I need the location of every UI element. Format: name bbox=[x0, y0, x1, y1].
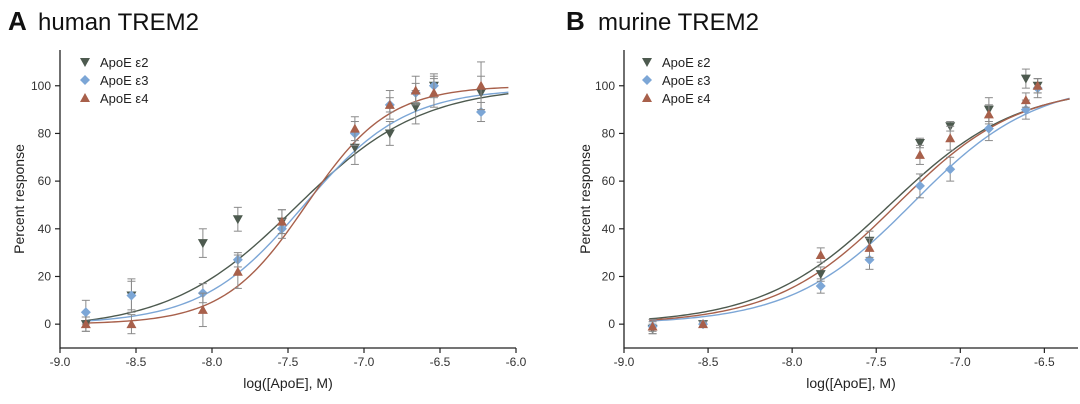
data-point bbox=[126, 319, 137, 329]
data-point bbox=[914, 180, 925, 191]
data-point bbox=[1020, 95, 1031, 105]
y-tick-label: 20 bbox=[602, 269, 616, 283]
legend-marker bbox=[80, 93, 90, 102]
data-point bbox=[1032, 80, 1043, 90]
data-point bbox=[815, 281, 826, 292]
x-tick-label: -7.5 bbox=[278, 355, 299, 369]
y-tick-label: 0 bbox=[44, 317, 51, 331]
y-axis-label: Percent response bbox=[11, 144, 27, 254]
data-point bbox=[232, 215, 243, 225]
data-point bbox=[384, 129, 395, 139]
chart-human-trem2: -9.0 -8.5 -8.0 -7.5 -7.0 -6.5 -6.0 0 20 40 60 80 100… bbox=[11, 50, 527, 391]
data-point bbox=[1020, 74, 1031, 84]
legend-label: ApoE ε3 bbox=[662, 73, 710, 88]
data-point bbox=[864, 242, 875, 252]
data-point bbox=[983, 123, 994, 134]
data-point bbox=[945, 133, 956, 143]
y-tick-label: 80 bbox=[602, 126, 616, 140]
data-point bbox=[945, 164, 956, 175]
data-point bbox=[698, 319, 709, 329]
data-point bbox=[410, 85, 421, 95]
data-point bbox=[232, 266, 243, 276]
y-tick-label: 40 bbox=[602, 222, 616, 236]
data-point bbox=[815, 250, 826, 260]
y-axis-label: Percent response bbox=[577, 144, 593, 254]
data-point bbox=[914, 138, 925, 148]
panel-letter: B bbox=[566, 6, 585, 36]
y-tick-label: 20 bbox=[38, 269, 52, 283]
data-point bbox=[349, 143, 360, 153]
panel-title: murine TREM2 bbox=[598, 9, 759, 36]
x-tick-label: -6.5 bbox=[1034, 355, 1055, 369]
y-tick-label: 100 bbox=[595, 79, 615, 93]
data-point bbox=[815, 270, 826, 280]
y-tick-label: 60 bbox=[38, 174, 52, 188]
data-point bbox=[864, 254, 875, 265]
data-point bbox=[428, 87, 439, 97]
legend-label: ApoE ε3 bbox=[100, 73, 148, 88]
x-tick-label: -8.0 bbox=[782, 355, 803, 369]
legend-label: ApoE ε2 bbox=[662, 55, 710, 70]
x-tick-label: -7.0 bbox=[354, 355, 375, 369]
y-tick-label: 0 bbox=[608, 317, 615, 331]
data-point bbox=[197, 239, 208, 249]
fit-curve bbox=[649, 98, 1070, 320]
legend-marker bbox=[642, 75, 652, 85]
legend-label: ApoE ε2 bbox=[100, 55, 148, 70]
fit-curve bbox=[649, 97, 1070, 322]
data-point bbox=[349, 123, 360, 133]
legend-marker bbox=[80, 75, 90, 85]
x-tick-label: -8.5 bbox=[698, 355, 719, 369]
panel-letter: A bbox=[8, 6, 27, 36]
fit-curve bbox=[82, 86, 509, 324]
legend-marker bbox=[80, 58, 90, 67]
x-tick-label: -8.0 bbox=[202, 355, 223, 369]
x-axis-label: log([ApoE], M) bbox=[806, 375, 895, 391]
fit-curve bbox=[649, 98, 1070, 321]
x-tick-label: -7.5 bbox=[866, 355, 887, 369]
chart-murine-trem2: -9.0 -8.5 -8.0 -7.5 -7.0 -6.5 0 20 40 60 80 100 log(… bbox=[577, 50, 1078, 391]
data-point bbox=[983, 109, 994, 119]
x-axis-label: log([ApoE], M) bbox=[243, 375, 332, 391]
data-point bbox=[80, 307, 91, 318]
legend-label: ApoE ε4 bbox=[100, 91, 148, 106]
fit-curve bbox=[82, 91, 509, 322]
legend-marker bbox=[642, 58, 652, 67]
y-tick-label: 100 bbox=[31, 79, 51, 93]
data-point bbox=[197, 304, 208, 314]
data-point bbox=[647, 321, 658, 331]
data-point bbox=[80, 319, 91, 329]
x-tick-label: -8.5 bbox=[126, 355, 147, 369]
panel-b: B murine TREM2 -9.0 -8.5 -8.0 -7.5 -7.0 -6.5 0… bbox=[566, 6, 1078, 391]
x-tick-label: -6.0 bbox=[506, 355, 527, 369]
data-point bbox=[276, 216, 287, 226]
panel-a: A human TREM2 -9.0 -8.5 -8.0 -7.5 -7.0 -6.5 -6… bbox=[8, 6, 527, 391]
y-tick-label: 80 bbox=[38, 126, 52, 140]
data-point bbox=[914, 149, 925, 159]
x-tick-label: -9.0 bbox=[614, 355, 635, 369]
y-tick-label: 60 bbox=[602, 174, 616, 188]
legend-label: ApoE ε4 bbox=[662, 91, 710, 106]
legend-marker bbox=[642, 93, 652, 102]
data-point bbox=[126, 290, 137, 301]
fit-curve bbox=[82, 93, 509, 322]
x-tick-label: -7.0 bbox=[950, 355, 971, 369]
y-tick-label: 40 bbox=[38, 222, 52, 236]
x-tick-label: -9.0 bbox=[50, 355, 71, 369]
data-point bbox=[410, 103, 421, 113]
data-point bbox=[384, 99, 395, 109]
x-tick-label: -6.5 bbox=[430, 355, 451, 369]
data-point bbox=[476, 80, 487, 90]
panel-title: human TREM2 bbox=[38, 9, 199, 36]
